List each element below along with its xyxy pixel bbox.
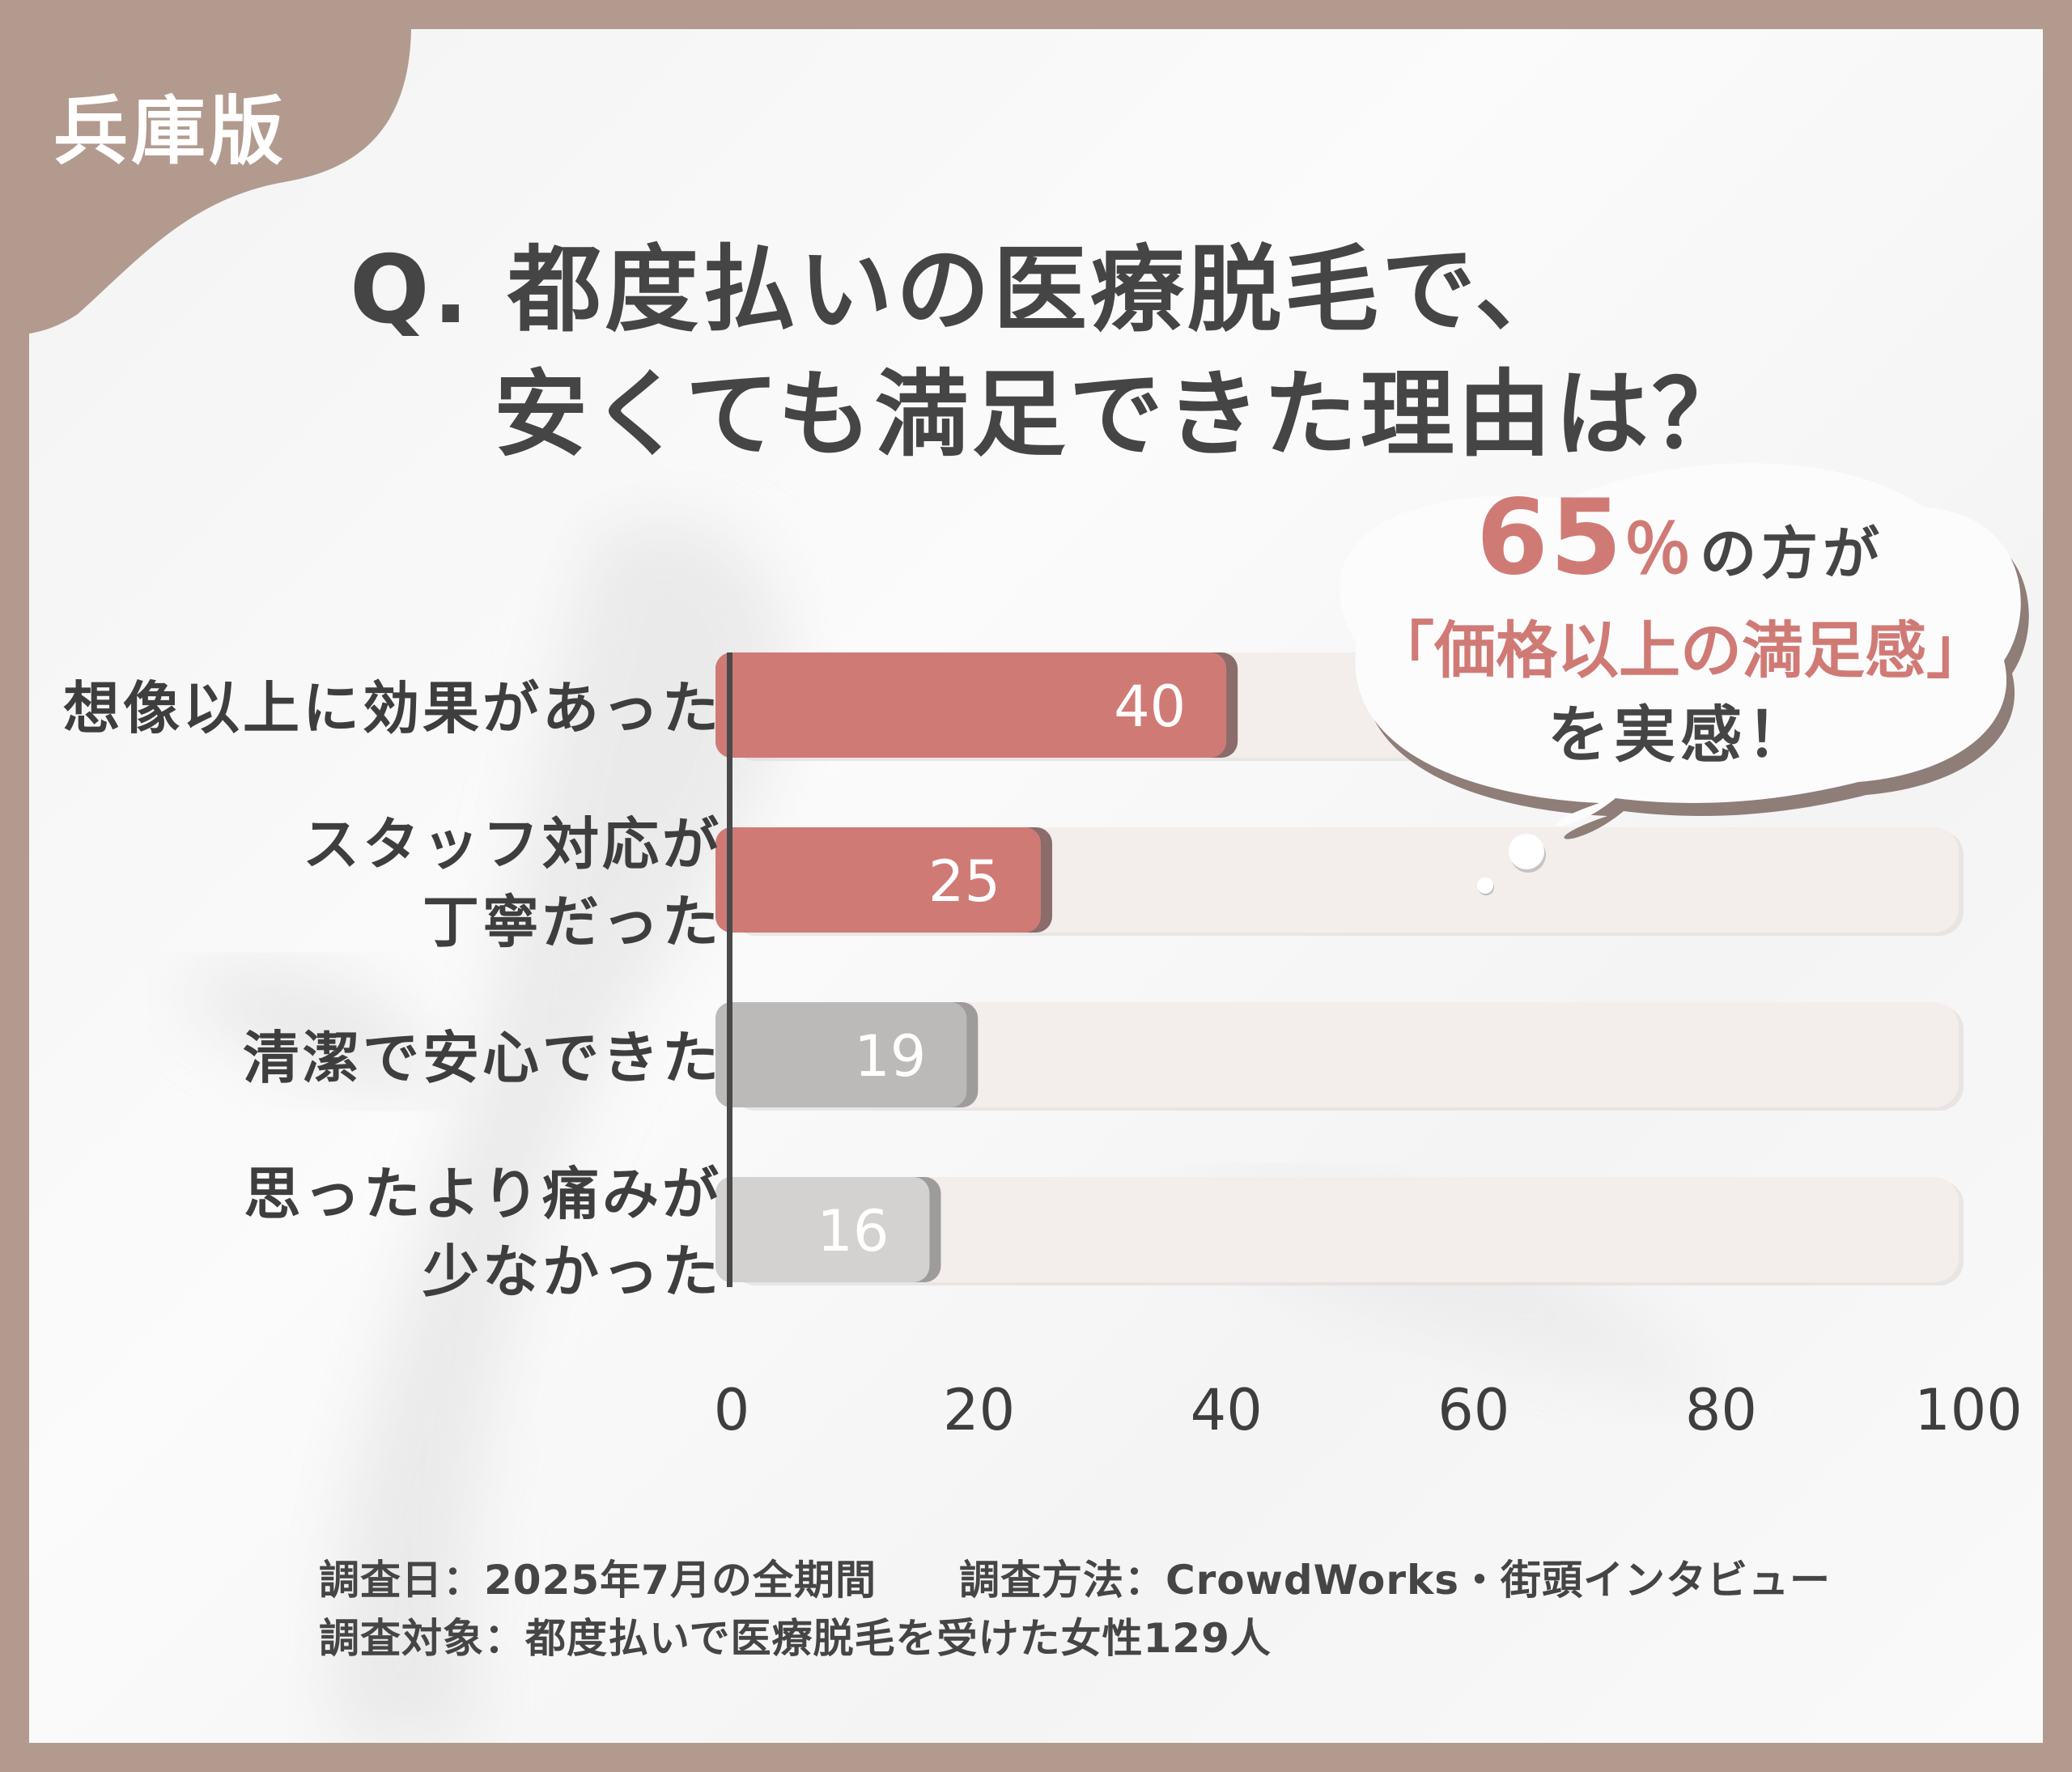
bar-value-label-2: 19 (854, 1023, 926, 1090)
title-line-2: 安くても満足できた理由は？ (494, 360, 1749, 470)
bar-1 (715, 827, 1041, 933)
category-label-1: スタッフ対応が丁寧だった (303, 805, 722, 961)
callout-percent-sign: ％ (1624, 510, 1692, 589)
bar-0 (715, 652, 1227, 758)
category-label-3: 思ったより痛みが少なかった (244, 1155, 722, 1311)
region-tab (29, 29, 411, 334)
category-label-0: 想像以上に効果があった (63, 669, 722, 747)
y-axis-line (727, 652, 732, 1287)
callout-bubble (1339, 463, 2029, 895)
callout-text-after: の方が (1700, 521, 1885, 587)
callout-percent: 65 (1475, 478, 1624, 598)
x-tick-label-100: 100 (1914, 1377, 2023, 1443)
bar-track-3 (732, 1177, 1959, 1282)
survey-card: 兵庫版 Q. 都度払いの医療脱毛で、 安くても満足できた理由は？ 40 25 19 1… (29, 29, 2043, 1743)
callout-quote: 「価格以上の満足感」 (1373, 614, 1988, 686)
category-label-line: 想像以上に効果があった (63, 675, 722, 742)
bar-value-label-3: 16 (817, 1198, 889, 1264)
callout-last: を実感！ (1548, 699, 1813, 771)
bar-value-label-1: 25 (928, 848, 1000, 915)
footnote-line-2: 調査対象：都度払いで医療脱毛を受けた女性129人 (319, 1615, 1272, 1662)
bar-chart: 40 25 19 16 0 20 40 60 80 100 (714, 463, 2029, 1443)
bar-3 (715, 1177, 930, 1282)
category-label-2: 清潔で安心できた (243, 1019, 722, 1097)
callout-line-1: 65％ の方が (1316, 478, 2043, 598)
category-label-line: スタッフ対応が (303, 811, 722, 878)
bar-2 (715, 1002, 967, 1107)
x-tick-label-40: 40 (1191, 1377, 1263, 1443)
x-tick-label-60: 60 (1437, 1377, 1509, 1443)
bar-value-label-0: 40 (1114, 674, 1186, 740)
category-label-line: 思ったより痛みが (244, 1161, 722, 1227)
x-tick-label-0: 0 (714, 1377, 750, 1443)
category-label-line: 丁寧だった (422, 889, 722, 955)
title-line-1: Q. 都度払いの医療脱毛で、 (350, 236, 1573, 345)
bar-track-2 (732, 1002, 1959, 1107)
category-label-line: 清潔で安心できた (243, 1025, 722, 1091)
region-label: 兵庫版 (53, 88, 287, 175)
category-label-line: 少なかった (422, 1239, 722, 1305)
footnote-line-1: 調査日：2025年7月の全期間 調査方法：CrowdWorks・街頭インタビュー (319, 1557, 1832, 1604)
x-tick-label-80: 80 (1685, 1377, 1757, 1443)
x-tick-label-20: 20 (943, 1377, 1015, 1443)
